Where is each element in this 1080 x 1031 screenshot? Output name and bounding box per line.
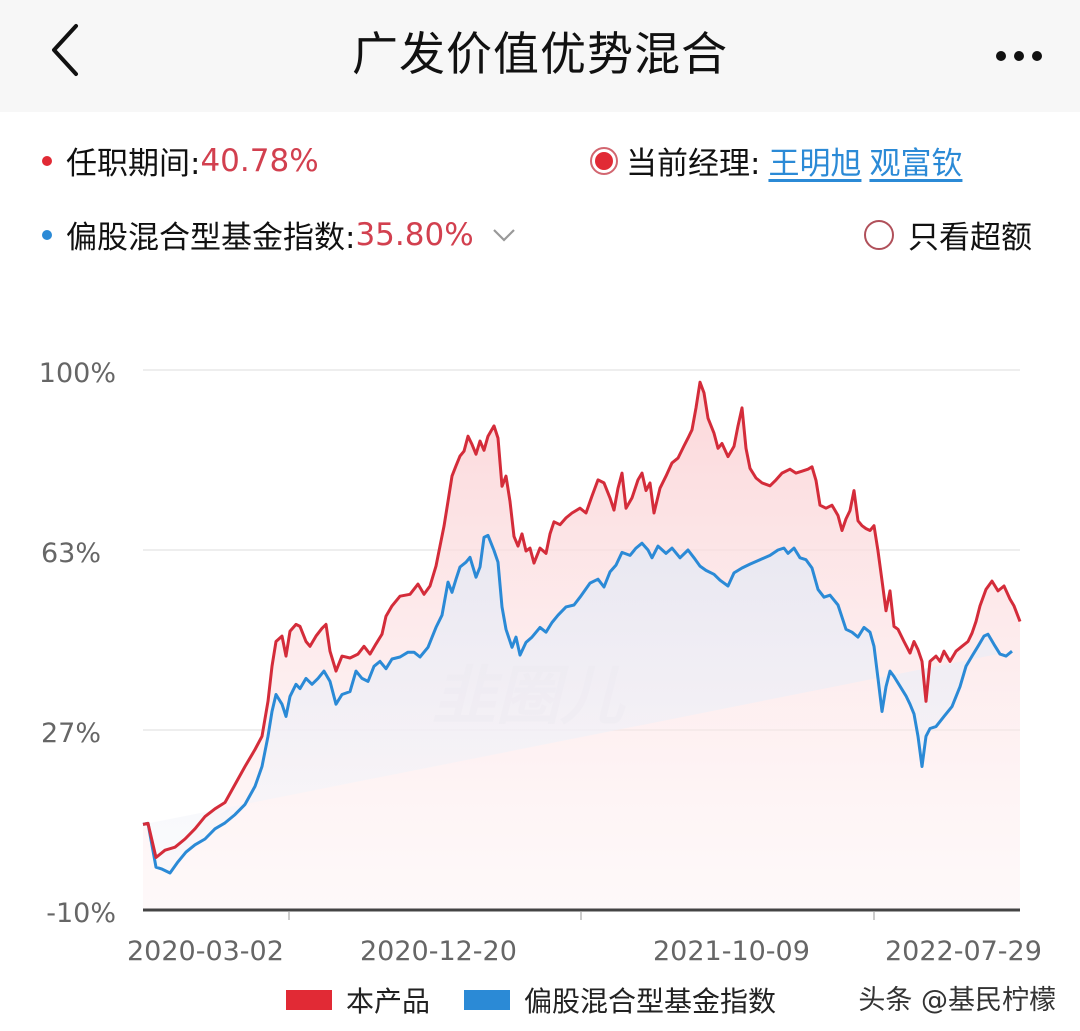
y-tick-label: -10% <box>46 898 116 929</box>
chart-legend: 本产品 偏股混合型基金指数 <box>286 980 776 1020</box>
excess-only-toggle[interactable]: 只看超额 <box>864 212 1032 257</box>
tenure-return: 任职期间: 40.78% <box>42 138 319 183</box>
chevron-down-icon[interactable] <box>492 228 516 242</box>
y-tick-label: 63% <box>40 538 101 569</box>
x-tick-label: 2021-10-09 <box>653 936 810 967</box>
current-manager-radio[interactable] <box>590 146 618 175</box>
top-bar: 广发价值优势混合 <box>0 0 1080 112</box>
y-tick-label: 27% <box>40 718 101 749</box>
blue-dot-icon <box>42 229 52 240</box>
page-title: 广发价值优势混合 <box>352 27 728 81</box>
benchmark-return[interactable]: 偏股混合型基金指数: 35.80% <box>42 212 516 257</box>
benchmark-label: 偏股混合型基金指数: <box>66 220 356 256</box>
legend-product[interactable]: 本产品 <box>346 985 431 1018</box>
current-manager-label: 当前经理: <box>626 146 761 182</box>
x-tick-label: 2020-12-20 <box>360 936 517 967</box>
benchmark-value: 35.80% <box>355 216 474 253</box>
x-ticks <box>288 912 875 920</box>
chevron-left-icon[interactable] <box>46 20 86 80</box>
product-line <box>142 380 1022 859</box>
product-swatch <box>286 990 332 1010</box>
legend-benchmark[interactable]: 偏股混合型基金指数 <box>524 985 777 1018</box>
tenure-label: 任职期间: <box>66 146 201 182</box>
x-tick-label: 2020-03-02 <box>127 936 284 967</box>
benchmark-area <box>143 535 1012 873</box>
current-manager: 当前经理: 王明旭 观富钦 <box>590 138 962 183</box>
benchmark-swatch <box>464 990 511 1010</box>
more-dots-icon[interactable] <box>992 38 1046 61</box>
x-tick-label: 2022-07-29 <box>885 936 1042 967</box>
excess-only-radio[interactable] <box>864 219 894 250</box>
y-tick-label: 100% <box>38 358 116 389</box>
tenure-value: 40.78% <box>200 142 319 179</box>
source-watermark: 头条 @基民柠檬 <box>858 985 1056 1016</box>
excess-only-label: 只看超额 <box>908 220 1032 256</box>
manager-link-1[interactable]: 王明旭 <box>768 146 862 182</box>
red-dot-icon <box>42 155 52 166</box>
manager-link-2[interactable]: 观富钦 <box>869 146 963 182</box>
benchmark-line <box>142 533 1013 875</box>
